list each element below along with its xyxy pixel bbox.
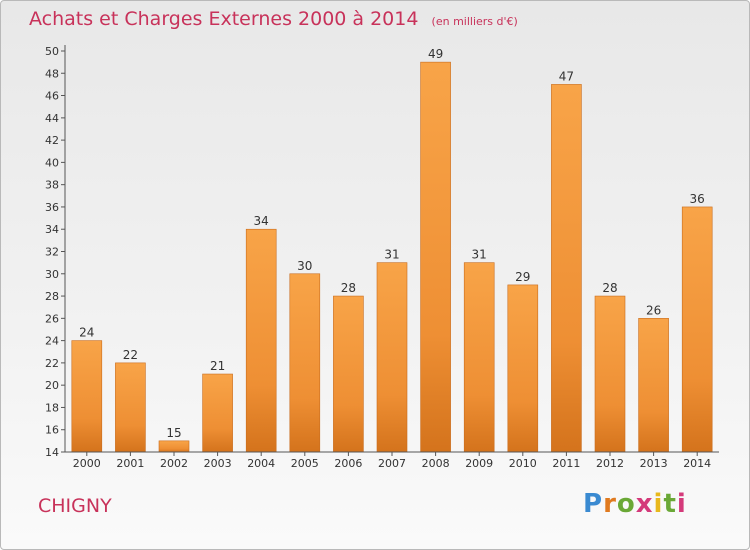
axis-layer: 14 16 18 20 22 24 26 28 30 32 34 36 38 40 42 44 46 48 50 20…: [45, 45, 719, 470]
bar-2004: [245, 228, 277, 453]
y-tick-label: 18: [45, 401, 59, 414]
bar-2007: [376, 262, 408, 453]
bar-2001: [115, 362, 146, 453]
y-tick-label: 32: [45, 246, 59, 259]
y-tick-label: 44: [45, 112, 59, 125]
x-tick-label-2010: 2010: [509, 457, 537, 470]
y-tick-label: 38: [45, 179, 59, 192]
bar-2005: [289, 273, 321, 453]
bar-2009: [463, 262, 495, 453]
y-tick-label: 42: [45, 134, 59, 147]
bar-2010: [507, 284, 539, 453]
x-tick-label-2005: 2005: [291, 457, 319, 470]
y-tick-label: 48: [45, 67, 59, 80]
data-label-2006: 28: [341, 281, 356, 295]
bar-2011: [551, 84, 582, 453]
x-tick-label-2002: 2002: [160, 457, 188, 470]
x-tick-label-2003: 2003: [204, 457, 232, 470]
y-tick-label: 34: [45, 223, 59, 236]
y-tick-label: 26: [45, 312, 59, 325]
data-label-2009: 31: [472, 248, 487, 262]
data-label-2003: 21: [210, 359, 225, 373]
x-tick-label-2007: 2007: [378, 457, 406, 470]
chart-subtitle: (en milliers d'€): [431, 15, 518, 28]
y-tick-label: 22: [45, 357, 59, 370]
proxiti-logo[interactable]: Proxiti: [583, 489, 687, 519]
y-tick-label: 16: [45, 424, 59, 437]
bar-2003: [202, 373, 233, 453]
bar-2002: [158, 440, 190, 453]
data-label-2002: 15: [166, 426, 181, 440]
labels-layer: 24 22 15 21 34 30 28 31 49 31 29 47 28 26 36: [79, 47, 705, 440]
bar-2014: [681, 206, 713, 453]
bar-2013: [638, 318, 669, 453]
y-tick-label: 50: [45, 45, 59, 58]
data-label-2007: 31: [384, 248, 399, 262]
y-tick-label: 40: [45, 156, 59, 169]
x-tick-label-2009: 2009: [465, 457, 493, 470]
y-tick-label: 28: [45, 290, 59, 303]
x-tick-label-2004: 2004: [247, 457, 275, 470]
y-tick-label: 36: [45, 201, 59, 214]
data-label-2014: 36: [690, 192, 705, 206]
y-tick-label: 24: [45, 335, 59, 348]
data-label-2013: 26: [646, 303, 661, 317]
x-tick-label-2012: 2012: [596, 457, 624, 470]
bar-2012: [594, 295, 626, 453]
x-tick-label-2001: 2001: [116, 457, 144, 470]
title-block: Achats et Charges Externes 2000 à 2014 (…: [29, 8, 518, 30]
y-tick-label: 46: [45, 90, 59, 103]
x-tick-label-2011: 2011: [552, 457, 580, 470]
x-tick-label-2014: 2014: [683, 457, 711, 470]
commune-name: CHIGNY: [38, 495, 112, 517]
data-label-2011: 47: [559, 69, 574, 83]
bars-layer: [71, 61, 713, 453]
data-label-2004: 34: [254, 214, 269, 228]
bar-2000: [71, 340, 103, 453]
x-tick-label-2013: 2013: [640, 457, 668, 470]
data-label-2005: 30: [297, 259, 312, 273]
x-tick-label-2006: 2006: [334, 457, 362, 470]
y-tick-label: 30: [45, 268, 59, 281]
bar-2008: [420, 61, 451, 453]
y-tick-label: 14: [45, 446, 59, 459]
bar-2006: [333, 295, 364, 453]
data-label-2010: 29: [515, 270, 530, 284]
data-label-2012: 28: [602, 281, 617, 295]
y-tick-label: 20: [45, 379, 59, 392]
chart-title: Achats et Charges Externes 2000 à 2014: [29, 8, 419, 30]
data-label-2001: 22: [123, 348, 138, 362]
x-tick-label-2008: 2008: [422, 457, 450, 470]
data-label-2000: 24: [79, 326, 94, 340]
data-label-2008: 49: [428, 47, 443, 61]
x-tick-label-2000: 2000: [73, 457, 101, 470]
